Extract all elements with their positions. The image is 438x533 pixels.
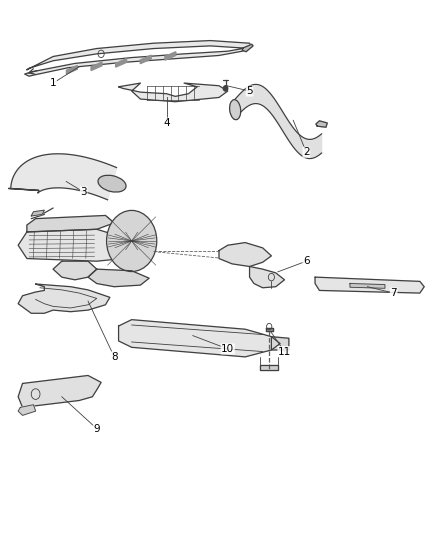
Ellipse shape (106, 211, 157, 271)
Text: 4: 4 (163, 118, 170, 128)
Polygon shape (266, 328, 273, 332)
Text: 7: 7 (390, 288, 397, 298)
Polygon shape (219, 243, 272, 266)
Text: 3: 3 (80, 187, 87, 197)
Polygon shape (315, 277, 424, 293)
Polygon shape (25, 41, 252, 76)
Polygon shape (250, 266, 285, 288)
Polygon shape (18, 284, 110, 313)
Text: 10: 10 (221, 344, 234, 354)
Polygon shape (91, 62, 102, 70)
Polygon shape (272, 337, 289, 350)
Polygon shape (18, 229, 132, 261)
Polygon shape (119, 83, 228, 102)
Ellipse shape (98, 175, 126, 192)
Polygon shape (18, 375, 101, 407)
Polygon shape (119, 320, 280, 357)
Ellipse shape (230, 100, 241, 120)
Text: 9: 9 (93, 424, 100, 434)
Text: 6: 6 (303, 256, 310, 266)
Polygon shape (11, 154, 117, 200)
Polygon shape (140, 55, 151, 63)
Text: 2: 2 (303, 147, 310, 157)
Polygon shape (18, 405, 35, 415)
Polygon shape (116, 59, 127, 67)
Text: 5: 5 (246, 86, 253, 96)
Polygon shape (165, 52, 176, 60)
Text: 1: 1 (50, 78, 57, 88)
Text: 11: 11 (278, 346, 291, 357)
Polygon shape (242, 44, 253, 52)
Polygon shape (9, 189, 39, 190)
Polygon shape (316, 121, 327, 127)
Polygon shape (234, 86, 321, 157)
Polygon shape (27, 215, 114, 232)
Polygon shape (53, 261, 97, 280)
Polygon shape (261, 365, 278, 370)
Polygon shape (88, 269, 149, 287)
Polygon shape (67, 66, 78, 74)
Text: 8: 8 (111, 352, 117, 362)
Polygon shape (31, 210, 44, 216)
Circle shape (223, 86, 228, 91)
Polygon shape (350, 284, 385, 288)
